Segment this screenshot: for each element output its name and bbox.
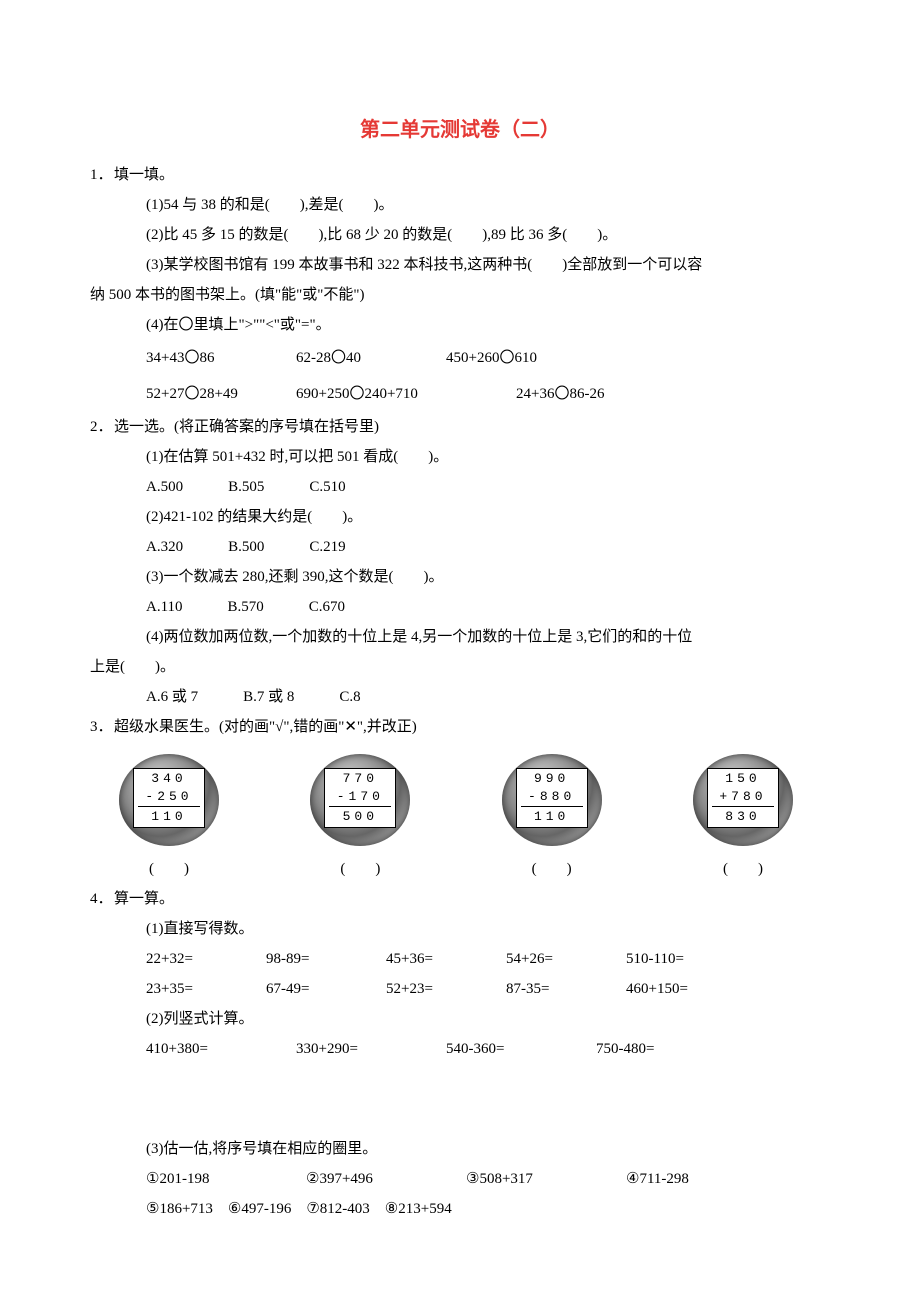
calc-expr: 87-35= [506, 974, 626, 1004]
question-3: 3． 超级水果医生。(对的画"√",错的画"✕",并改正) 340-250 110… [90, 712, 830, 884]
calc-expr: 45+36= [386, 944, 506, 974]
q2-p4a: (4)两位数加两位数,一个加数的十位上是 4,另一个加数的十位上是 3,它们的和… [114, 622, 830, 652]
calc-expr: 22+32= [146, 944, 266, 974]
fruit-item: 340-250 110 [94, 750, 244, 850]
calc-line: 770 [325, 770, 395, 788]
question-4: 4． 算一算。 (1)直接写得数。 22+32=98-89=45+36=54+2… [90, 884, 830, 1224]
q1-p1: (1)54 与 38 的和是( ),差是( )。 [114, 190, 830, 220]
calc-line: 150 [708, 770, 778, 788]
q1-number: 1． [90, 160, 114, 190]
calc-expr: ③508+317 [466, 1164, 626, 1194]
q1-p4: (4)在〇里填上">""<"或"="。 [146, 310, 830, 340]
calc-line: 500 [325, 808, 395, 826]
calc-expr: 98-89= [266, 944, 386, 974]
fruit-item: 770-170 500 [285, 750, 435, 850]
test-title: 第二单元测试卷（二） [90, 110, 830, 150]
q4-p3: (3)估一估,将序号填在相应的圈里。 [114, 1134, 830, 1164]
fruit-item: 990-880 110 [477, 750, 627, 850]
q4-title: 算一算。 [114, 884, 830, 914]
q1-p2: (2)比 45 多 15 的数是( ),比 68 少 20 的数是( ),89 … [114, 220, 830, 250]
answer-paren: ( ) [477, 854, 627, 884]
q1-p3b: 纳 500 本书的图书架上。(填"能"或"不能") [90, 280, 830, 310]
calc-expr: ②397+496 [306, 1164, 466, 1194]
q3-title: 超级水果医生。(对的画"√",错的画"✕",并改正) [114, 712, 830, 742]
q2-title: 选一选。(将正确答案的序号填在括号里) [114, 412, 830, 442]
watermelon-icon: 770-170 500 [300, 750, 420, 850]
q2-p4opt: A.6 或 7 B.7 或 8 C.8 [90, 682, 830, 712]
calc-expr: 460+150= [626, 974, 746, 1004]
calc-line: +780 [708, 788, 778, 806]
q2-p3opt: A.110 B.570 C.670 [114, 592, 830, 622]
calc-line: 990 [517, 770, 587, 788]
question-2: 2． 选一选。(将正确答案的序号填在括号里) (1)在估算 501+432 时,… [90, 412, 830, 652]
calc-expr: ①201-198 [146, 1164, 306, 1194]
calc-expr: 540-360= [446, 1034, 596, 1064]
calc-expr: 410+380= [146, 1034, 296, 1064]
q1-p4-r2b: 690+250〇240+710 [296, 376, 516, 412]
q2-p1: (1)在估算 501+432 时,可以把 501 看成( )。 [114, 442, 830, 472]
watermelon-icon: 150+780 830 [683, 750, 803, 850]
q4-p1: (1)直接写得数。 [114, 914, 830, 944]
calc-line: 110 [517, 808, 587, 826]
q2-p4b: 上是( )。 [90, 652, 830, 682]
q2-p2: (2)421-102 的结果大约是( )。 [114, 502, 830, 532]
q3-number: 3． [90, 712, 114, 742]
q4-p2: (2)列竖式计算。 [114, 1004, 830, 1034]
calc-line: 110 [134, 808, 204, 826]
calc-expr: 750-480= [596, 1034, 746, 1064]
calc-line: -250 [134, 788, 204, 806]
q1-p4-r1c: 450+260〇610 [446, 340, 596, 376]
q1-p4-r1b: 62-28〇40 [296, 340, 446, 376]
q1-p3a: (3)某学校图书馆有 199 本故事书和 322 本科技书,这两种书( )全部放… [114, 250, 830, 280]
q1-p4-r1a: 34+43〇86 [146, 340, 296, 376]
calc-expr: 52+23= [386, 974, 506, 1004]
calc-line: -880 [517, 788, 587, 806]
q1-p4-r2c: 24+36〇86-26 [516, 376, 666, 412]
question-1: 1． 填一填。 (1)54 与 38 的和是( ),差是( )。 (2)比 45… [90, 160, 830, 280]
q4-number: 4． [90, 884, 114, 914]
calc-expr: 54+26= [506, 944, 626, 974]
calc-line: 340 [134, 770, 204, 788]
calc-line: -170 [325, 788, 395, 806]
calc-box: 150+780 830 [707, 768, 779, 828]
calc-box: 990-880 110 [516, 768, 588, 828]
calc-expr: 67-49= [266, 974, 386, 1004]
q4-row5: ⑤186+713 ⑥497-196 ⑦812-403 ⑧213+594 [114, 1194, 830, 1224]
q1-p4-r2a: 52+27〇28+49 [146, 376, 296, 412]
watermelon-icon: 990-880 110 [492, 750, 612, 850]
answer-paren: ( ) [668, 854, 818, 884]
q2-p2opt: A.320 B.500 C.219 [114, 532, 830, 562]
q2-p3: (3)一个数减去 280,还剩 390,这个数是( )。 [114, 562, 830, 592]
answer-paren: ( ) [285, 854, 435, 884]
calc-line: 830 [708, 808, 778, 826]
calc-box: 770-170 500 [324, 768, 396, 828]
calc-expr: 330+290= [296, 1034, 446, 1064]
calc-expr: ④711-298 [626, 1164, 786, 1194]
fruit-item: 150+780 830 [668, 750, 818, 850]
calc-expr: 510-110= [626, 944, 746, 974]
q2-p1opt: A.500 B.505 C.510 [114, 472, 830, 502]
answer-paren: ( ) [94, 854, 244, 884]
q2-number: 2． [90, 412, 114, 442]
q1-title: 填一填。 [114, 160, 830, 190]
calc-box: 340-250 110 [133, 768, 205, 828]
calc-expr: 23+35= [146, 974, 266, 1004]
watermelon-icon: 340-250 110 [109, 750, 229, 850]
